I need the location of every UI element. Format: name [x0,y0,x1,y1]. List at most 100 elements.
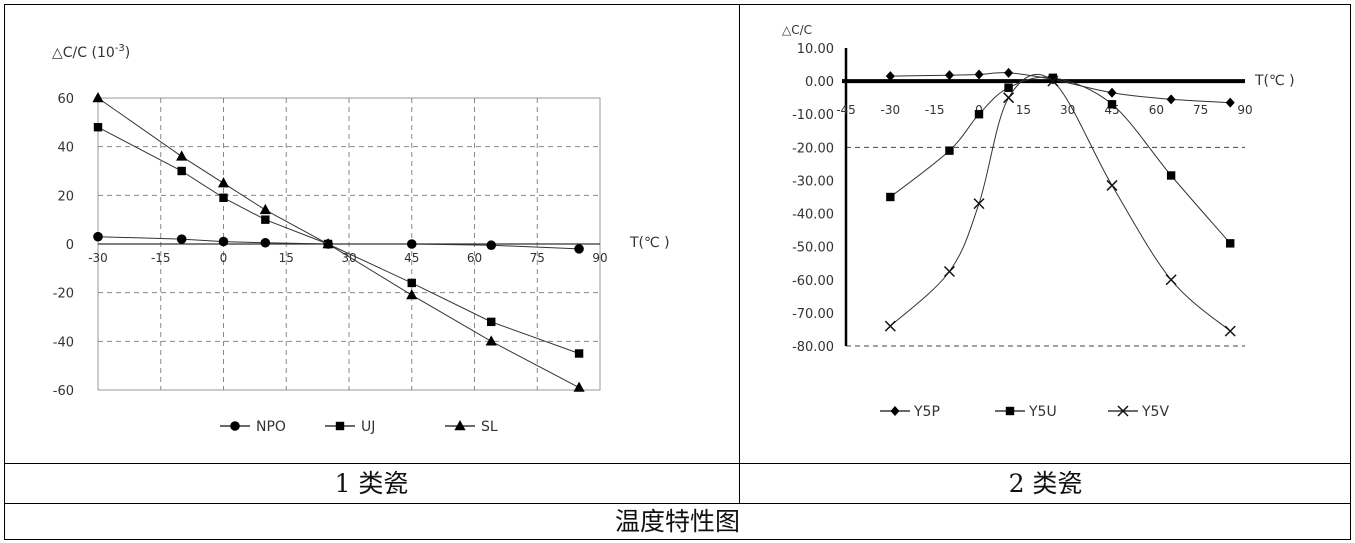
data-point-uj [407,278,416,288]
y-tick-label: 10.00 [797,42,834,57]
data-point-y5v [943,265,955,278]
data-point-y5p [885,71,895,82]
legend-label-y5u: Y5U [1028,404,1057,420]
row-divider-top [4,463,1351,464]
legend-label-npo: NPO [256,419,286,435]
x-tick-label: -15 [151,251,171,265]
table-frame [4,4,1351,540]
x-tick-label: 60 [1149,103,1164,117]
data-point-y5v [973,198,985,210]
data-point-y5u [1004,83,1013,92]
x-tick-label: 15 [1016,103,1031,117]
data-point-y5u [1048,73,1058,82]
data-point-y5u [1166,171,1176,180]
column-divider [739,4,740,503]
x-tick-label: -30 [881,103,901,117]
class-2-ceramic-chart: 10.00 0.00 -10.00 -20.00 -30.00 -40.00 -50.00 -… [782,23,1295,420]
data-point-y5v [1003,92,1015,104]
data-point-y5p [1166,94,1176,105]
data-point-sl [176,150,188,161]
y-tick-label: -20 [53,287,74,302]
y-tick-label: -20.00 [792,141,834,156]
data-point-uj [487,317,496,327]
x-tick-label: 75 [1193,103,1208,117]
data-point-y5u [945,146,954,155]
x-tick-label: -30 [88,251,108,265]
series-line-y5u [889,76,1231,244]
x-tick-label: -15 [925,103,945,117]
y-tick-label: 0.00 [805,75,834,90]
legend-marker-sl [454,420,466,431]
y-tick-label: -60 [53,384,74,399]
data-point-sl [573,381,585,392]
data-point-uj [177,166,186,176]
data-point-y5u [974,110,984,119]
data-point-y5p [1004,67,1014,78]
data-point-sl [485,335,497,346]
data-point-uj [261,215,270,224]
legend-marker-y5v [1117,405,1129,417]
y-tick-label: -40.00 [792,208,834,223]
data-point-y5p [974,69,984,80]
y-axis-label: △C/C (10-3) [52,43,130,61]
legend-label-y5v: Y5V [1141,404,1169,420]
caption-class-2: 2 类瓷 [1008,469,1083,498]
legend-marker-y5p [890,406,900,416]
data-point-y5v [1047,75,1059,87]
data-point-sl [259,203,271,215]
data-point-uj [574,349,584,358]
y-axis-label: △C/C [782,23,812,37]
data-point-y5p [944,70,954,81]
caption-main-title: 温度特性图 [614,507,740,536]
data-point-y5p [1225,97,1235,108]
data-point-y5v [1165,274,1177,286]
data-point-sl [406,289,418,300]
data-point-y5u [886,192,895,202]
x-axis-label: T(℃ ) [629,235,670,251]
caption-class-1: 1 类瓷 [334,469,409,498]
x-tick-label: 60 [467,251,482,265]
series-line-uj [97,126,580,354]
y-tick-label: 20 [57,189,74,204]
data-point-sl [322,238,334,249]
data-point-y5p [1107,87,1117,98]
y-tick-label: -30.00 [792,174,834,189]
legend-marker-uj [335,421,345,431]
legend-label-uj: UJ [361,419,375,435]
data-point-y5v [1224,325,1236,337]
x-tick-label: 45 [404,251,419,265]
x-tick-label: 90 [1237,103,1252,117]
y-tick-label: 0 [66,238,74,253]
x-tick-label: 0 [220,251,228,265]
legend-marker-y5u [1005,406,1015,416]
data-point-sl [217,177,230,188]
data-point-npo [486,240,497,251]
x-tick-label: 75 [530,251,545,265]
series-line-y5p [890,72,1231,104]
row-divider-bottom [4,503,1351,504]
legend-marker-npo [230,421,240,431]
data-point-npo [260,237,271,248]
y-tick-label: -60.00 [792,274,834,289]
y-tick-label: -70.00 [792,307,834,322]
data-point-npo [574,244,584,254]
data-point-npo [176,234,187,244]
y-tick-label: 40 [57,141,74,156]
x-tick-label: 90 [592,251,607,265]
data-point-y5v [884,320,896,332]
data-point-npo [93,231,103,242]
data-point-sl [92,92,104,103]
legend-label-sl: SL [481,419,498,435]
y-tick-label: -50.00 [792,241,834,256]
x-tick-label: 15 [279,251,294,265]
y-tick-label: -40 [53,335,74,350]
series-line-sl [97,97,580,389]
y-tick-label: -10.00 [792,108,834,123]
data-point-y5u [1226,239,1235,248]
series-line-npo [97,236,580,250]
data-point-uj [93,123,103,132]
x-axis-label: T(℃ ) [1254,73,1295,89]
data-point-y5v [1106,179,1118,191]
legend-label-y5p: Y5P [913,404,940,420]
